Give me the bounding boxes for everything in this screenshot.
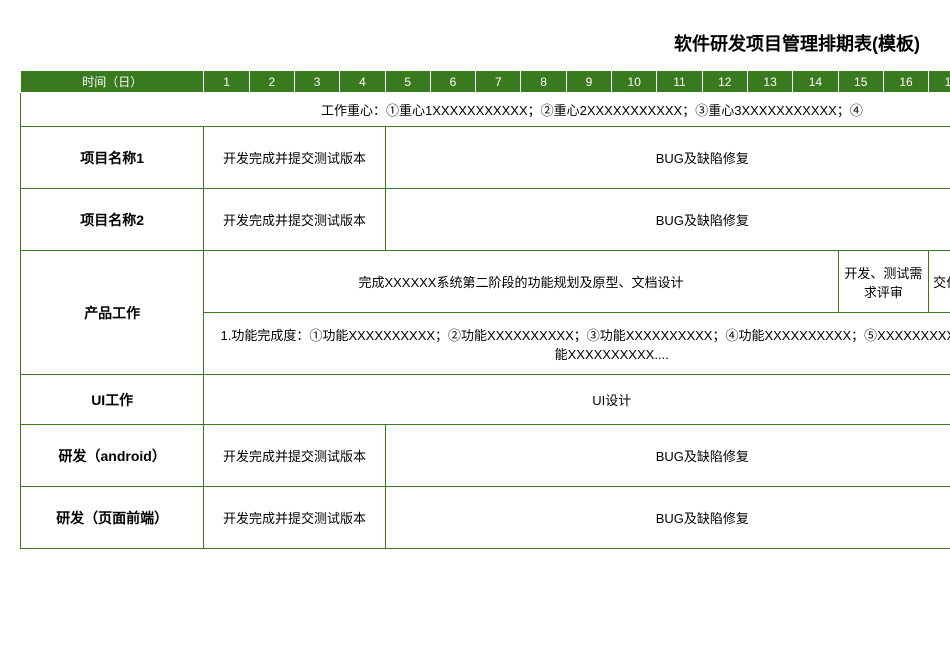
- cell-product-plan: 完成XXXXXX系统第二阶段的功能规划及原型、文档设计: [204, 251, 838, 313]
- header-day: 13: [747, 71, 792, 93]
- header-day: 3: [294, 71, 339, 93]
- header-day: 11: [657, 71, 702, 93]
- row-label-proj1: 项目名称1: [21, 127, 204, 189]
- header-day: 7: [476, 71, 521, 93]
- header-day: 9: [566, 71, 611, 93]
- cell-product-progress: 1.功能完成度：①功能XXXXXXXXXX；②功能XXXXXXXXXX；③功能X…: [204, 313, 950, 375]
- row-label-front: 研发（页面前端）: [21, 487, 204, 549]
- cell-product-deliver: 交付调整后的及文档: [929, 251, 950, 313]
- schedule-table-container: 软件研发项目管理排期表(模板) 时间（日） 1 2 3 4 5 6 7 8 9 …: [20, 20, 950, 549]
- row-label-android: 研发（android）: [21, 425, 204, 487]
- header-day: 1: [204, 71, 249, 93]
- header-day: 14: [793, 71, 838, 93]
- header-day: 17: [929, 71, 950, 93]
- page-title: 软件研发项目管理排期表(模板): [20, 20, 950, 70]
- header-day: 10: [612, 71, 657, 93]
- header-day: 8: [521, 71, 566, 93]
- row-label-ui: UI工作: [21, 375, 204, 425]
- cell-front-b: BUG及缺陷修复: [385, 487, 950, 549]
- header-day: 5: [385, 71, 430, 93]
- header-day: 15: [838, 71, 883, 93]
- row-label-product: 产品工作: [21, 251, 204, 375]
- header-day: 16: [883, 71, 928, 93]
- table-row: 产品工作 完成XXXXXX系统第二阶段的功能规划及原型、文档设计 开发、测试需求…: [21, 251, 950, 313]
- header-row: 时间（日） 1 2 3 4 5 6 7 8 9 10 11 12 13 14 1…: [21, 71, 950, 93]
- table-row: 研发（android） 开发完成并提交测试版本 BUG及缺陷修复: [21, 425, 950, 487]
- cell-proj2-b: BUG及缺陷修复: [385, 189, 950, 251]
- header-day: 12: [702, 71, 747, 93]
- cell-android-b: BUG及缺陷修复: [385, 425, 950, 487]
- schedule-table: 时间（日） 1 2 3 4 5 6 7 8 9 10 11 12 13 14 1…: [20, 70, 950, 549]
- table-row: 研发（页面前端） 开发完成并提交测试版本 BUG及缺陷修复: [21, 487, 950, 549]
- cell-android-a: 开发完成并提交测试版本: [204, 425, 385, 487]
- cell-product-review: 开发、测试需求评审: [838, 251, 929, 313]
- focus-cell: 工作重心：①重心1XXXXXXXXXXX；②重心2XXXXXXXXXXX；③重心…: [21, 93, 950, 127]
- cell-front-a: 开发完成并提交测试版本: [204, 487, 385, 549]
- table-row: 项目名称1 开发完成并提交测试版本 BUG及缺陷修复: [21, 127, 950, 189]
- header-day: 4: [340, 71, 385, 93]
- focus-row: 工作重心：①重心1XXXXXXXXXXX；②重心2XXXXXXXXXXX；③重心…: [21, 93, 950, 127]
- cell-proj1-b: BUG及缺陷修复: [385, 127, 950, 189]
- cell-ui-a: UI设计: [204, 375, 950, 425]
- table-row: UI工作 UI设计: [21, 375, 950, 425]
- header-time-label: 时间（日）: [21, 71, 204, 93]
- row-label-proj2: 项目名称2: [21, 189, 204, 251]
- cell-proj1-a: 开发完成并提交测试版本: [204, 127, 385, 189]
- table-row: 项目名称2 开发完成并提交测试版本 BUG及缺陷修复: [21, 189, 950, 251]
- header-day: 6: [430, 71, 475, 93]
- header-day: 2: [249, 71, 294, 93]
- cell-proj2-a: 开发完成并提交测试版本: [204, 189, 385, 251]
